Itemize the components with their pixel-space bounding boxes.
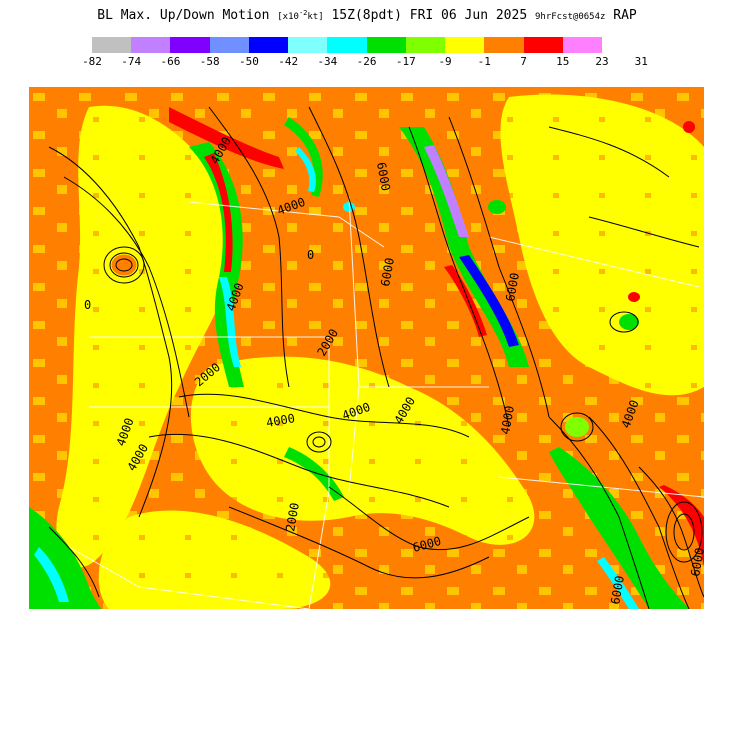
legend-tick-label: 31 bbox=[634, 55, 648, 68]
legend-tick-label: -17 bbox=[395, 55, 416, 68]
legend-tick-label: -1 bbox=[477, 55, 491, 68]
legend-swatch bbox=[523, 37, 563, 53]
legend-swatch bbox=[170, 37, 210, 53]
motion-band-northwest bbox=[169, 107, 323, 197]
motion-band-cascades bbox=[189, 142, 244, 387]
contour-label: 4000 bbox=[498, 405, 517, 436]
forecast-map: 4000 4000 4000 4000 4000 4000 4000 4000 … bbox=[29, 87, 704, 609]
contour-label: 6000 bbox=[608, 575, 627, 606]
legend-tick-label: 23 bbox=[595, 55, 609, 68]
legend-tick-label: -74 bbox=[121, 55, 142, 68]
title-model: RAP bbox=[613, 8, 637, 23]
legend-swatch bbox=[484, 37, 524, 53]
title-run: 9hrFcst@0654z bbox=[534, 12, 606, 22]
legend-swatch bbox=[327, 37, 367, 53]
legend-tick-label: -34 bbox=[317, 55, 338, 68]
legend-swatch bbox=[209, 37, 249, 53]
title-valid-time: 15Z(8pdt) FRI 06 Jun 2025 bbox=[331, 8, 528, 23]
legend-tick-label: -42 bbox=[278, 55, 299, 68]
contour-label: 4000 bbox=[265, 411, 296, 430]
legend-swatch bbox=[248, 37, 289, 53]
contour-label: 6000 bbox=[688, 547, 704, 578]
legend-tick-label: -26 bbox=[356, 55, 377, 68]
title-units: [x10-2kt] bbox=[277, 9, 324, 22]
legend-tick-label: -58 bbox=[199, 55, 220, 68]
legend-tick-label: -82 bbox=[82, 55, 102, 68]
legend-swatch bbox=[92, 37, 132, 53]
contour-label: 6000 bbox=[378, 257, 397, 288]
contour-label: 6000 bbox=[374, 161, 393, 192]
contour-label: 0 bbox=[84, 298, 91, 312]
title-main: BL Max. Up/Down Motion bbox=[97, 8, 270, 23]
contour-label: 0 bbox=[307, 248, 314, 262]
legend-swatch bbox=[131, 37, 171, 53]
legend-tick-labels: -82 -74 -66 -58 -50 -42 -34 -26 -17 -9 -1 7 15 23 31 bbox=[0, 55, 734, 69]
legend-swatch bbox=[405, 37, 446, 53]
legend-tick-label: 15 bbox=[556, 55, 570, 68]
legend-swatch bbox=[366, 37, 406, 53]
legend-swatch bbox=[445, 37, 485, 53]
legend-tick-label: -9 bbox=[438, 55, 452, 68]
contour-label: 2000 bbox=[283, 502, 302, 533]
map-title: BL Max. Up/Down Motion [x10-2kt] 15Z(8pd… bbox=[0, 8, 734, 23]
contour-label: 6000 bbox=[503, 272, 522, 303]
state-borders bbox=[68, 196, 704, 609]
legend-tick-label: 7 bbox=[520, 55, 527, 68]
legend-swatch bbox=[288, 37, 328, 53]
legend-tick-label: -66 bbox=[160, 55, 181, 68]
motion-band-rockies-north bbox=[399, 127, 529, 367]
elevation-contours bbox=[48, 106, 704, 609]
legend-tick-label: -50 bbox=[238, 55, 259, 68]
color-legend bbox=[92, 37, 603, 53]
legend-swatch bbox=[562, 37, 603, 53]
